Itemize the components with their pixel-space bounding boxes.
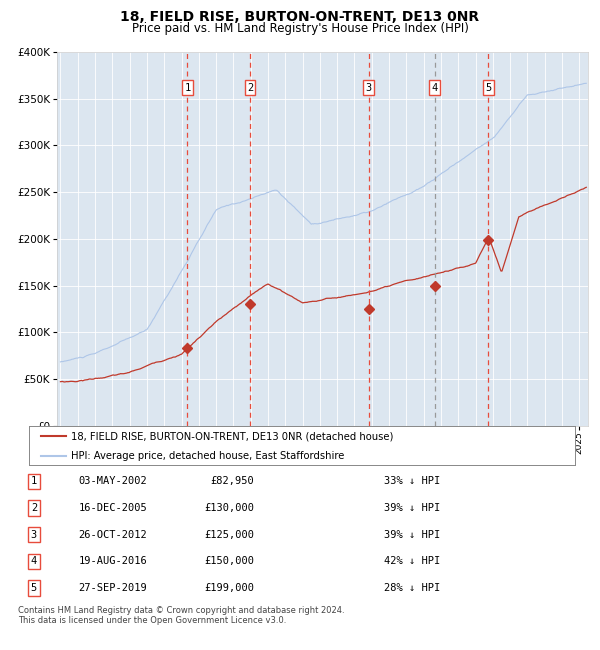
Text: 1: 1 <box>184 83 191 92</box>
Text: 3: 3 <box>365 83 372 92</box>
Text: Contains HM Land Registry data © Crown copyright and database right 2024.
This d: Contains HM Land Registry data © Crown c… <box>18 606 344 625</box>
Text: £150,000: £150,000 <box>204 556 254 566</box>
Text: 2: 2 <box>247 83 253 92</box>
Text: 42% ↓ HPI: 42% ↓ HPI <box>383 556 440 566</box>
Text: 3: 3 <box>31 530 37 540</box>
Text: 1: 1 <box>31 476 37 486</box>
Text: 19-AUG-2016: 19-AUG-2016 <box>78 556 147 566</box>
Text: 18, FIELD RISE, BURTON-ON-TRENT, DE13 0NR: 18, FIELD RISE, BURTON-ON-TRENT, DE13 0N… <box>121 10 479 25</box>
Text: 03-MAY-2002: 03-MAY-2002 <box>78 476 147 486</box>
Text: 5: 5 <box>485 83 491 92</box>
Text: 33% ↓ HPI: 33% ↓ HPI <box>383 476 440 486</box>
Text: £125,000: £125,000 <box>204 530 254 540</box>
Text: 28% ↓ HPI: 28% ↓ HPI <box>383 583 440 593</box>
Text: £82,950: £82,950 <box>210 476 254 486</box>
Text: 39% ↓ HPI: 39% ↓ HPI <box>383 530 440 540</box>
Text: £199,000: £199,000 <box>204 583 254 593</box>
Text: 27-SEP-2019: 27-SEP-2019 <box>78 583 147 593</box>
Text: 16-DEC-2005: 16-DEC-2005 <box>78 503 147 513</box>
Text: 5: 5 <box>31 583 37 593</box>
Text: £130,000: £130,000 <box>204 503 254 513</box>
Text: 4: 4 <box>431 83 438 92</box>
Text: HPI: Average price, detached house, East Staffordshire: HPI: Average price, detached house, East… <box>71 451 345 461</box>
Text: 26-OCT-2012: 26-OCT-2012 <box>78 530 147 540</box>
Text: Price paid vs. HM Land Registry's House Price Index (HPI): Price paid vs. HM Land Registry's House … <box>131 22 469 35</box>
Text: 4: 4 <box>31 556 37 566</box>
Text: 39% ↓ HPI: 39% ↓ HPI <box>383 503 440 513</box>
Text: 2: 2 <box>31 503 37 513</box>
Text: 18, FIELD RISE, BURTON-ON-TRENT, DE13 0NR (detached house): 18, FIELD RISE, BURTON-ON-TRENT, DE13 0N… <box>71 432 394 441</box>
